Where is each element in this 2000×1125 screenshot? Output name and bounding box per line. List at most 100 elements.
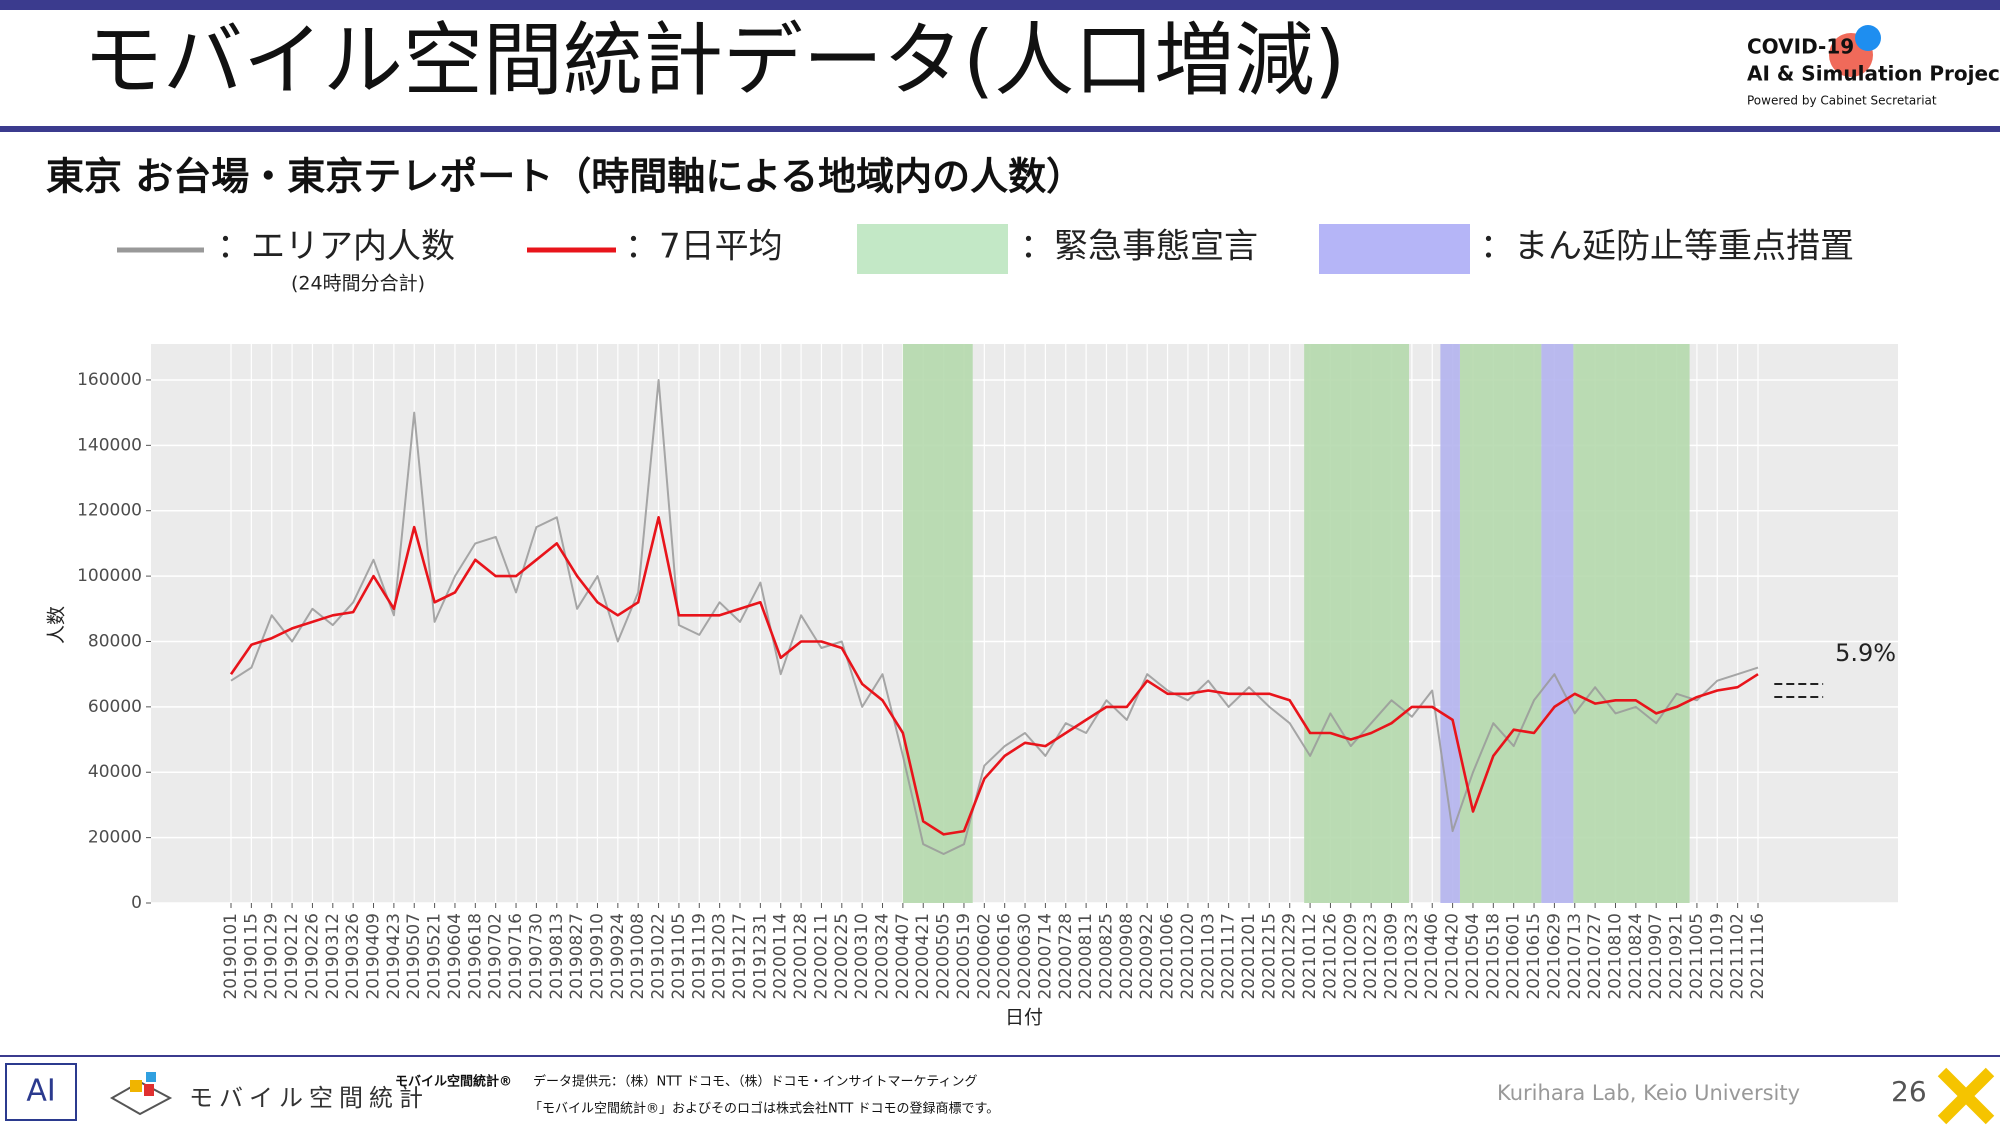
y-tick-label: 140000	[77, 435, 142, 455]
y-tick-label: 20000	[88, 828, 142, 848]
ai-logo-text: AI	[26, 1074, 55, 1109]
plot	[151, 344, 1898, 904]
ai-logo	[5, 1063, 77, 1121]
x-tick-label: 20200811	[1076, 913, 1096, 1000]
x-tick-label: 20210112	[1300, 913, 1320, 1000]
brand-icon	[130, 1080, 142, 1092]
period-band	[1304, 344, 1410, 903]
series-line	[229, 515, 1759, 836]
x-tick-label: 20210420	[1443, 913, 1463, 1000]
x-tick-label: 20200714	[1035, 913, 1055, 1000]
x-tick-label: 20210907	[1646, 913, 1666, 1000]
x-tick-label: 20211005	[1687, 913, 1707, 1000]
x-tick-label: 20200630	[1015, 913, 1035, 1000]
legend-label: ：緊急事態宣言	[1020, 227, 1258, 267]
y-tick-label: 100000	[77, 566, 142, 586]
x-tick-label: 20210727	[1585, 913, 1605, 1000]
x-tick-label: 20191231	[750, 913, 770, 1000]
x-tick-label: 20201020	[1178, 913, 1198, 1000]
x-tick-label: 20200225	[832, 913, 852, 1000]
x-tick-label: 20190827	[567, 913, 587, 1000]
x-tick-label: 20201201	[1239, 913, 1259, 1000]
legend-label: ：エリア内人数	[217, 227, 455, 267]
x-tick-label: 20210309	[1382, 913, 1402, 1000]
legend-label: ：7日平均	[625, 227, 783, 267]
x-tick-label: 20190129	[262, 913, 282, 1000]
x-tick-label: 20210629	[1544, 913, 1564, 1000]
y-axis-title: 人数	[46, 606, 68, 644]
x-tick-label: 20210810	[1605, 913, 1625, 1000]
title-rule	[0, 126, 2000, 132]
x-tick-label: 20190326	[343, 913, 363, 1000]
x-axis-title: 日付	[1005, 1007, 1043, 1029]
x-tick-label: 20191203	[710, 913, 730, 1000]
period-band	[1573, 344, 1690, 903]
y-tick-label: 120000	[77, 501, 142, 521]
x-tick-label: 20191008	[628, 913, 648, 1000]
legend-label: ：まん延防止等重点措置	[1480, 227, 1854, 267]
period-band	[1440, 344, 1460, 903]
x-tick-label: 20210323	[1402, 913, 1422, 1000]
x-tick-label: 20190702	[486, 913, 506, 1000]
x-tick-label: 20200728	[1056, 913, 1076, 1000]
period-band	[902, 344, 973, 903]
x-tick-label: 20201117	[1219, 913, 1239, 1000]
x-tick-label: 20210921	[1667, 913, 1687, 1000]
x-tick-label: 20200407	[893, 913, 913, 1000]
x-tick-label: 20200128	[791, 913, 811, 1000]
x-tick-label: 20190212	[282, 913, 302, 1000]
x-tick-label: 20200114	[771, 913, 791, 1000]
x-tick-label: 20191022	[649, 913, 669, 1000]
x-tick-label: 20211116	[1748, 913, 1768, 1000]
chart-title: 東京 お台場・東京テレポート（時間軸による地域内の人数）	[46, 155, 1084, 199]
x-tick-label: 20210615	[1524, 913, 1544, 1000]
top-bar	[0, 0, 2000, 10]
x-tick-label: 20211019	[1707, 913, 1727, 1000]
x-tick-label: 20210223	[1361, 913, 1381, 1000]
x-tick-label: 20191217	[730, 913, 750, 1000]
x-tick-label: 20190813	[547, 913, 567, 1000]
x-tick-label: 20190910	[587, 913, 607, 1000]
y-tick-label: 0	[131, 893, 142, 913]
x-tick-label: 20200922	[1137, 913, 1157, 1000]
period-band	[1459, 344, 1542, 903]
y-tick-label: 80000	[88, 631, 142, 651]
x-tick-label: 20201103	[1198, 913, 1218, 1000]
legend-swatch	[1319, 224, 1470, 274]
x-tick-label: 20200310	[852, 913, 872, 1000]
logo-text: Powered by Cabinet Secretariat	[1747, 94, 1937, 108]
logo-text: COVID-19	[1747, 35, 1854, 59]
x-tick-label: 20201229	[1280, 913, 1300, 1000]
x-tick-label: 20210209	[1341, 913, 1361, 1000]
slide-title: モバイル空間統計データ(人口増減)	[83, 14, 1345, 107]
x-tick-label: 20190716	[506, 913, 526, 1000]
x-tick-label: 20200421	[913, 913, 933, 1000]
x-tick-label: 20190924	[608, 913, 628, 1000]
y-tick-label: 40000	[88, 762, 142, 782]
x-logo	[1937, 1067, 1995, 1125]
x-tick-label: 20190521	[425, 913, 445, 1000]
x-tick-label: 20190409	[364, 913, 384, 1000]
page-number: 26	[1891, 1075, 1927, 1108]
x-tick-label: 20190618	[465, 913, 485, 1000]
footer-mark: モバイル空間統計®	[395, 1074, 512, 1090]
x-tick-label: 20210713	[1565, 913, 1585, 1000]
x-tick-label: 20200602	[974, 913, 994, 1000]
x-tick-label: 20200505	[934, 913, 954, 1000]
legend-note: (24時間分合計)	[291, 273, 425, 295]
y-tick-label: 160000	[77, 370, 142, 390]
x-tick-label: 20190115	[241, 913, 261, 1000]
brand-icon	[144, 1084, 154, 1096]
footer-trademark: 「モバイル空間統計®」およびそのロゴは株式会社NTT ドコモの登録商標です。	[529, 1101, 999, 1117]
x-tick-label: 20190730	[526, 913, 546, 1000]
x-tick-label: 20190312	[323, 913, 343, 1000]
x-tick-label: 20190604	[445, 913, 465, 1000]
series-line	[230, 379, 1759, 855]
x-tick-label: 20210824	[1626, 913, 1646, 1000]
x-tick-label: 20200211	[811, 913, 831, 1000]
legend-swatch	[857, 224, 1008, 274]
x-tick-label: 20190507	[404, 913, 424, 1000]
x-tick-label: 20210126	[1320, 913, 1340, 1000]
